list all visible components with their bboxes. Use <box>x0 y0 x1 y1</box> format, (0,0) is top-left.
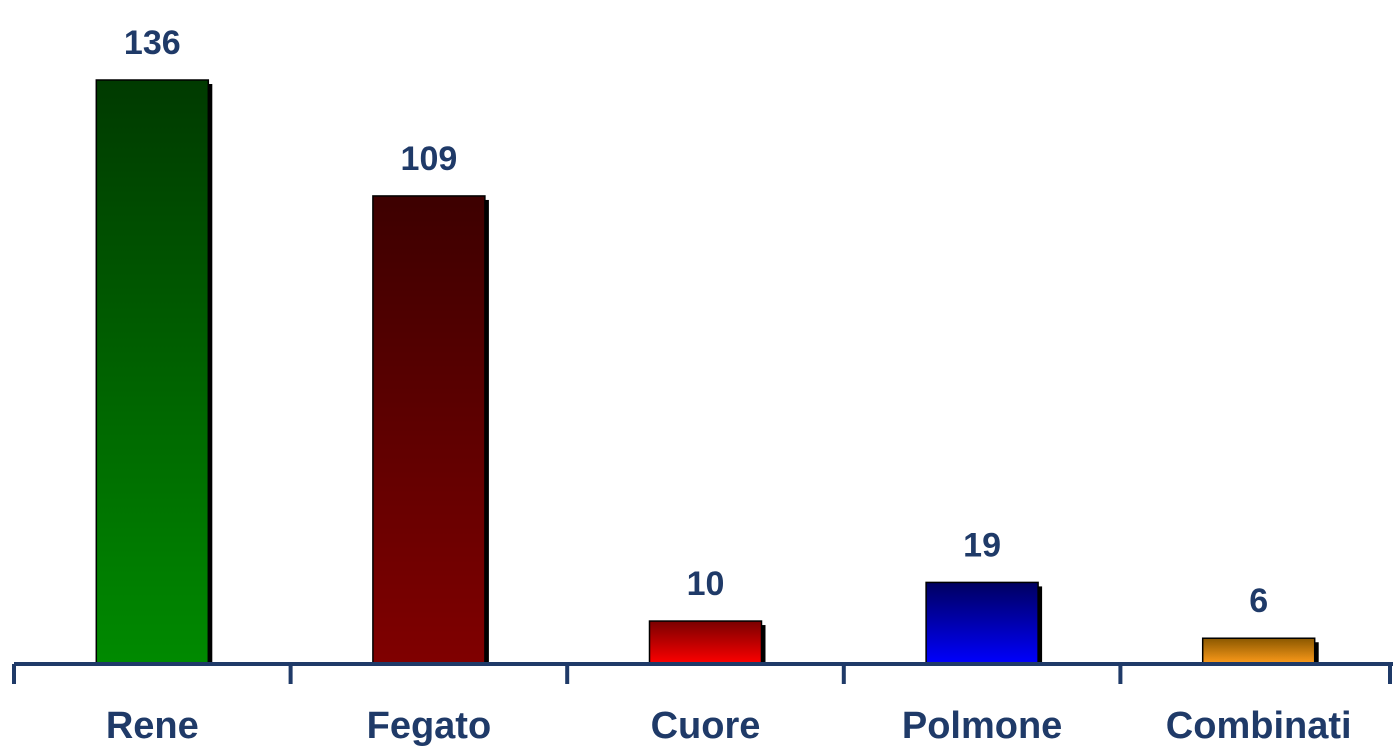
value-label-cuore: 10 <box>687 565 725 603</box>
value-label-fegato: 109 <box>401 140 458 178</box>
category-labels: Rene Fegato Cuore Polmone Combinati <box>106 705 1352 747</box>
bar-rene <box>95 79 210 665</box>
bars-layer <box>95 79 1319 665</box>
category-label-combinati: Combinati <box>1166 705 1352 747</box>
category-label-rene: Rene <box>106 705 199 747</box>
bar-cuore <box>648 620 763 665</box>
bar-fegato <box>372 195 486 665</box>
bar-combinati <box>1201 637 1316 665</box>
category-label-polmone: Polmone <box>902 705 1062 747</box>
bar-polmone <box>925 581 1039 665</box>
value-label-combinati: 6 <box>1249 582 1268 620</box>
value-label-polmone: 19 <box>963 526 1001 564</box>
value-labels: 136 109 10 19 6 <box>124 24 1268 620</box>
category-label-cuore: Cuore <box>651 705 761 747</box>
category-label-fegato: Fegato <box>367 705 492 747</box>
x-axis <box>12 662 1393 684</box>
value-label-rene: 136 <box>124 24 181 62</box>
